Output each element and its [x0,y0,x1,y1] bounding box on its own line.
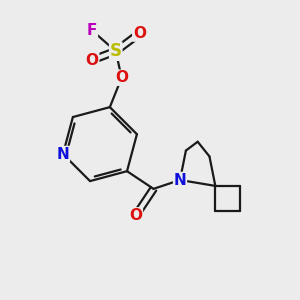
Text: O: O [86,52,99,68]
Text: N: N [174,172,186,188]
Text: O: O [129,208,142,223]
Text: S: S [110,42,122,60]
Text: F: F [87,23,98,38]
Text: N: N [57,146,69,161]
Text: O: O [115,70,128,85]
Text: O: O [133,26,146,41]
